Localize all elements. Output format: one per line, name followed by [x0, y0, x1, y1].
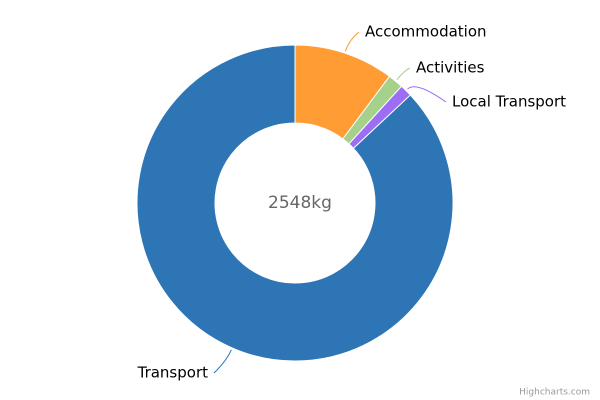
slice-label: Accommodation: [365, 23, 487, 41]
slice-label: Local Transport: [452, 93, 566, 111]
slice-label: Activities: [416, 59, 485, 77]
slice-label: Transport: [137, 364, 209, 382]
connector: [213, 349, 232, 374]
donut-slice: [136, 44, 454, 362]
connector: [344, 31, 360, 52]
credits[interactable]: Highcharts.com: [519, 388, 590, 398]
connector: [407, 86, 447, 103]
center-label: 2548kg: [268, 193, 332, 213]
connector: [396, 67, 411, 80]
